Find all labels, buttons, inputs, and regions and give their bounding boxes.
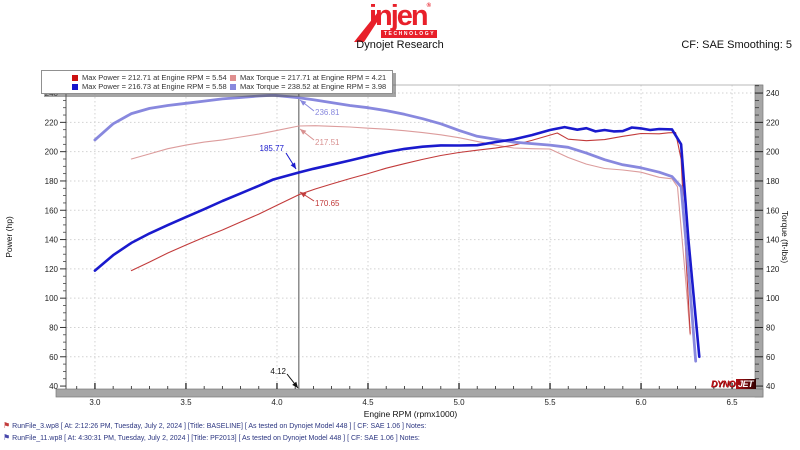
svg-text:80: 80 — [766, 323, 775, 332]
legend-item: Max Power = 212.71 at Engine RPM = 5.54 — [72, 73, 230, 82]
svg-text:4.0: 4.0 — [271, 398, 283, 407]
legend-swatch-blue-power — [72, 83, 78, 90]
logo-wordmark: injen — [368, 0, 429, 32]
svg-text:180: 180 — [45, 177, 59, 186]
svg-text:240: 240 — [766, 89, 780, 98]
svg-text:40: 40 — [766, 382, 775, 391]
legend-swatch-blue-torque — [230, 83, 236, 90]
svg-text:160: 160 — [45, 206, 59, 215]
legend-label: Max Power = 212.71 at Engine RPM = 5.54 — [82, 73, 227, 82]
dynojet-wordmark-right: JET — [736, 379, 757, 389]
svg-text:200: 200 — [45, 148, 59, 157]
legend-item: Max Power = 216.73 at Engine RPM = 5.58 — [72, 82, 230, 91]
injen-swoosh-icon — [353, 12, 379, 42]
svg-text:120: 120 — [45, 265, 59, 274]
svg-text:180: 180 — [766, 177, 780, 186]
smoothing-setting: CF: SAE Smoothing: 5 — [681, 39, 792, 51]
svg-text:200: 200 — [766, 148, 780, 157]
svg-text:220: 220 — [45, 118, 59, 127]
dynojet-watermark: DYNO JET — [711, 379, 757, 389]
run-info-text: RunFile_11.wp8 [ At: 4:30:31 PM, Tuesday… — [12, 435, 420, 442]
legend-item: Max Torque = 217.71 at Engine RPM = 4.21 — [230, 73, 386, 82]
run-info-text: RunFile_3.wp8 [ At: 2:12:26 PM, Tuesday,… — [12, 423, 427, 430]
injen-logo: injen® TECHNOLOGY — [0, 0, 800, 42]
annotation-blue-torque-value: 236.81 — [315, 108, 340, 117]
cursor-rpm-label[interactable]: 4.12 — [270, 367, 286, 376]
svg-text:4.5: 4.5 — [362, 398, 374, 407]
svg-text:60: 60 — [49, 353, 58, 362]
run-info-line-baseline: ⚑ RunFile_3.wp8 [ At: 2:12:26 PM, Tuesday… — [3, 421, 426, 430]
annotation-red-torque-value: 217.51 — [315, 138, 340, 147]
registered-mark: ® — [426, 3, 432, 9]
svg-text:140: 140 — [45, 236, 59, 245]
annotation-red-power-value: 170.65 — [315, 199, 340, 208]
svg-text:220: 220 — [766, 118, 780, 127]
svg-text:60: 60 — [766, 353, 775, 362]
run-flag-icon: ⚑ — [3, 433, 11, 442]
svg-text:6.0: 6.0 — [635, 398, 647, 407]
svg-text:160: 160 — [766, 206, 780, 215]
run-flag-icon: ⚑ — [3, 421, 11, 430]
svg-text:6.5: 6.5 — [727, 398, 739, 407]
legend-row: Max Power = 212.71 at Engine RPM = 5.54 … — [42, 73, 392, 82]
svg-text:5.5: 5.5 — [544, 398, 556, 407]
svg-text:Torque (ft-lbs): Torque (ft-lbs) — [780, 211, 790, 264]
svg-text:120: 120 — [766, 265, 780, 274]
legend-swatch-red-torque — [230, 74, 236, 81]
legend-label: Max Power = 216.73 at Engine RPM = 5.58 — [82, 82, 227, 91]
legend-swatch-red-power — [72, 74, 78, 81]
legend-item: Max Torque = 238.52 at Engine RPM = 3.98 — [230, 82, 386, 91]
logo-subtext: TECHNOLOGY — [380, 30, 438, 38]
run-info-line-pf2013: ⚑ RunFile_11.wp8 [ At: 4:30:31 PM, Tuesda… — [3, 433, 420, 442]
annotation-blue-power-value: 185.77 — [259, 144, 284, 153]
svg-text:140: 140 — [766, 236, 780, 245]
legend-label: Max Torque = 238.52 at Engine RPM = 3.98 — [240, 82, 387, 91]
svg-text:Power (hp): Power (hp) — [4, 216, 14, 258]
legend-label: Max Torque = 217.71 at Engine RPM = 4.21 — [240, 73, 387, 82]
svg-text:3.0: 3.0 — [89, 398, 101, 407]
svg-text:3.5: 3.5 — [180, 398, 192, 407]
dynojet-wordmark-left: DYNO — [711, 379, 736, 389]
svg-text:Engine RPM (rpmx1000): Engine RPM (rpmx1000) — [364, 409, 458, 419]
svg-text:100: 100 — [766, 294, 780, 303]
svg-text:100: 100 — [45, 294, 59, 303]
page-title: Dynojet Research — [356, 39, 444, 51]
svg-text:5.0: 5.0 — [453, 398, 465, 407]
chart-legend: Max Power = 212.71 at Engine RPM = 5.54 … — [41, 70, 393, 94]
svg-text:80: 80 — [49, 323, 58, 332]
legend-row: Max Power = 216.73 at Engine RPM = 5.58 … — [42, 82, 392, 91]
svg-text:40: 40 — [49, 382, 58, 391]
